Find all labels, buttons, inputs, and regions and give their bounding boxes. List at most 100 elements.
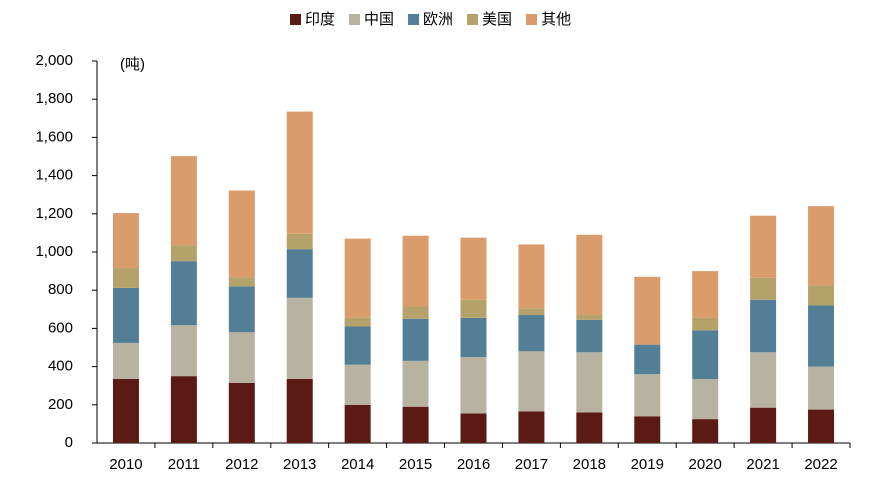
bar-segment: [808, 285, 835, 306]
bar-segment: [112, 379, 139, 443]
bar-segment: [286, 249, 313, 298]
bar-segment: [692, 379, 719, 420]
x-tick-label: 2016: [457, 456, 490, 473]
y-tick-label: 1,400: [35, 167, 73, 184]
x-tick-label: 2019: [631, 456, 664, 473]
bar-segment: [112, 287, 139, 343]
bar-segment: [518, 411, 545, 443]
bar-segment: [576, 315, 603, 320]
bar-segment: [402, 235, 429, 307]
bar-segment: [750, 215, 777, 278]
bar-segment: [750, 299, 777, 353]
bar-segment: [576, 319, 603, 353]
legend-label: 欧洲: [423, 11, 453, 28]
legend-label: 印度: [305, 11, 335, 28]
bar-segment: [460, 357, 487, 414]
bar-segment: [170, 245, 197, 262]
bar-segment: [286, 297, 313, 380]
y-tick-label: 1,200: [35, 205, 73, 222]
y-tick-label: 600: [48, 319, 73, 336]
legend-swatch: [290, 14, 301, 25]
bar-segment: [170, 325, 197, 377]
bar-segment: [228, 332, 255, 383]
y-tick-label: 1,000: [35, 243, 73, 260]
bar-segment: [692, 419, 719, 443]
bar-segment: [344, 326, 371, 365]
legend-swatch: [408, 14, 420, 25]
bar-segment: [286, 111, 313, 234]
bar-segment: [634, 276, 661, 345]
bar-segment: [692, 271, 719, 318]
bar-segment: [344, 364, 371, 405]
x-tick-label: 2017: [515, 456, 548, 473]
legend-swatch: [526, 14, 538, 25]
bar-segment: [170, 376, 197, 443]
x-tick-label: 2022: [804, 456, 837, 473]
legend-swatch: [349, 14, 361, 25]
bar-segment: [808, 305, 835, 367]
bar-segment: [750, 352, 777, 408]
bar-segment: [518, 308, 545, 316]
x-tick-label: 2014: [341, 456, 374, 473]
bar-segment: [576, 412, 603, 443]
bar-segment: [460, 237, 487, 300]
x-tick-label: 2011: [168, 456, 200, 473]
x-tick-label: 2015: [399, 456, 432, 473]
bar-segment: [808, 366, 835, 410]
bar-segment: [750, 277, 777, 300]
bar-segment: [170, 261, 197, 326]
bar-segment: [692, 317, 719, 331]
bar-segment: [170, 156, 197, 246]
x-tick-label: 2012: [225, 456, 258, 473]
x-tick-label: 2020: [689, 456, 722, 473]
legend-swatch: [467, 14, 479, 25]
y-tick-label: 1,800: [35, 90, 73, 107]
bar-segment: [228, 286, 255, 333]
bar-segment: [402, 306, 429, 319]
bar-segment: [518, 351, 545, 412]
bar-segment: [692, 330, 719, 380]
bar-segment: [460, 317, 487, 358]
bar-segment: [576, 234, 603, 316]
bar-segment: [634, 374, 661, 417]
bar-segment: [112, 213, 139, 269]
bar-segment: [518, 315, 545, 352]
bar-segment: [750, 407, 777, 443]
bar-segment: [402, 360, 429, 407]
bar-segment: [808, 409, 835, 443]
bar-segment: [634, 344, 661, 375]
bar-segment: [808, 206, 835, 286]
y-tick-label: 800: [48, 281, 73, 298]
bar-segment: [576, 352, 603, 413]
bar-segment: [286, 379, 313, 443]
legend-label: 中国: [364, 11, 394, 28]
bar-segment: [344, 238, 371, 318]
bar-segment: [518, 244, 545, 309]
bar-segment: [344, 404, 371, 443]
bar-segment: [228, 382, 255, 443]
bar-segment: [460, 299, 487, 318]
y-tick-label: 200: [48, 396, 73, 413]
bar-segment: [228, 190, 255, 278]
bar-segment: [112, 268, 139, 288]
bar-segment: [286, 233, 313, 250]
x-tick-label: 2013: [283, 456, 316, 473]
bar-segment: [402, 318, 429, 361]
bar-segment: [344, 317, 371, 327]
legend-label: 其他: [541, 11, 571, 28]
bar-segment: [228, 277, 255, 287]
bar-segment: [460, 413, 487, 443]
x-tick-label: 2018: [573, 456, 606, 473]
bar-segment: [402, 406, 429, 443]
legend-label: 美国: [482, 11, 512, 28]
x-tick-label: 2010: [109, 456, 142, 473]
y-tick-label: 0: [65, 434, 73, 451]
y-tick-label: 400: [48, 358, 73, 375]
y-tick-label: 1,600: [35, 128, 73, 145]
unit-label: (吨): [120, 56, 145, 73]
bar-segment: [112, 342, 139, 380]
y-tick-label: 2,000: [35, 52, 73, 69]
x-tick-label: 2021: [746, 456, 779, 473]
bar-segment: [634, 416, 661, 443]
